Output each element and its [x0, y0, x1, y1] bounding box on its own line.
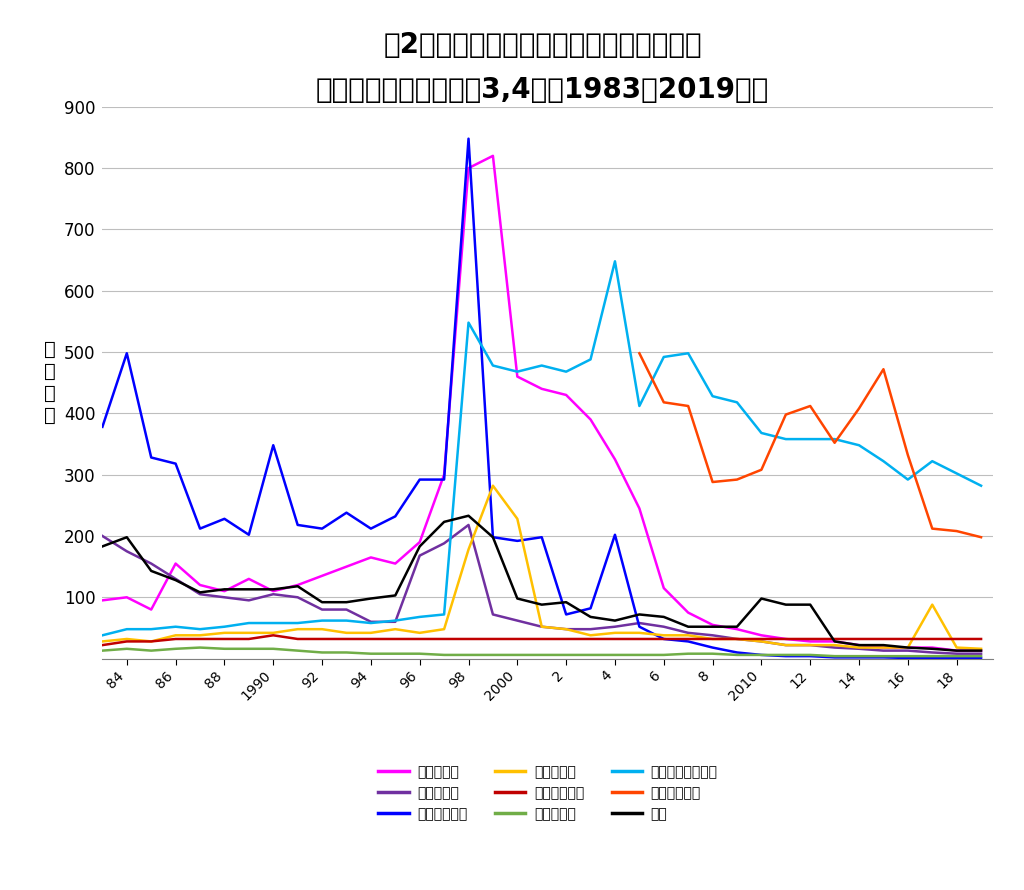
Legend: サルモネラ, ブドウ球菌, 腸炎ビブリオ, 病原大腸菌, ウエルシュ菌, セレウス菌, カンピロバクター, ノロウイルス, 不明: サルモネラ, ブドウ球菌, 腸炎ビブリオ, 病原大腸菌, ウエルシュ菌, セレウ… — [373, 759, 723, 826]
Y-axis label: 発
生
件
数: 発 生 件 数 — [44, 340, 56, 425]
Text: 発生件数の年次推移（3,4期：1983－2019年）: 発生件数の年次推移（3,4期：1983－2019年） — [316, 76, 769, 103]
Text: 図2．国内における微生物による食中毒の: 図2．国内における微生物による食中毒の — [383, 31, 702, 59]
